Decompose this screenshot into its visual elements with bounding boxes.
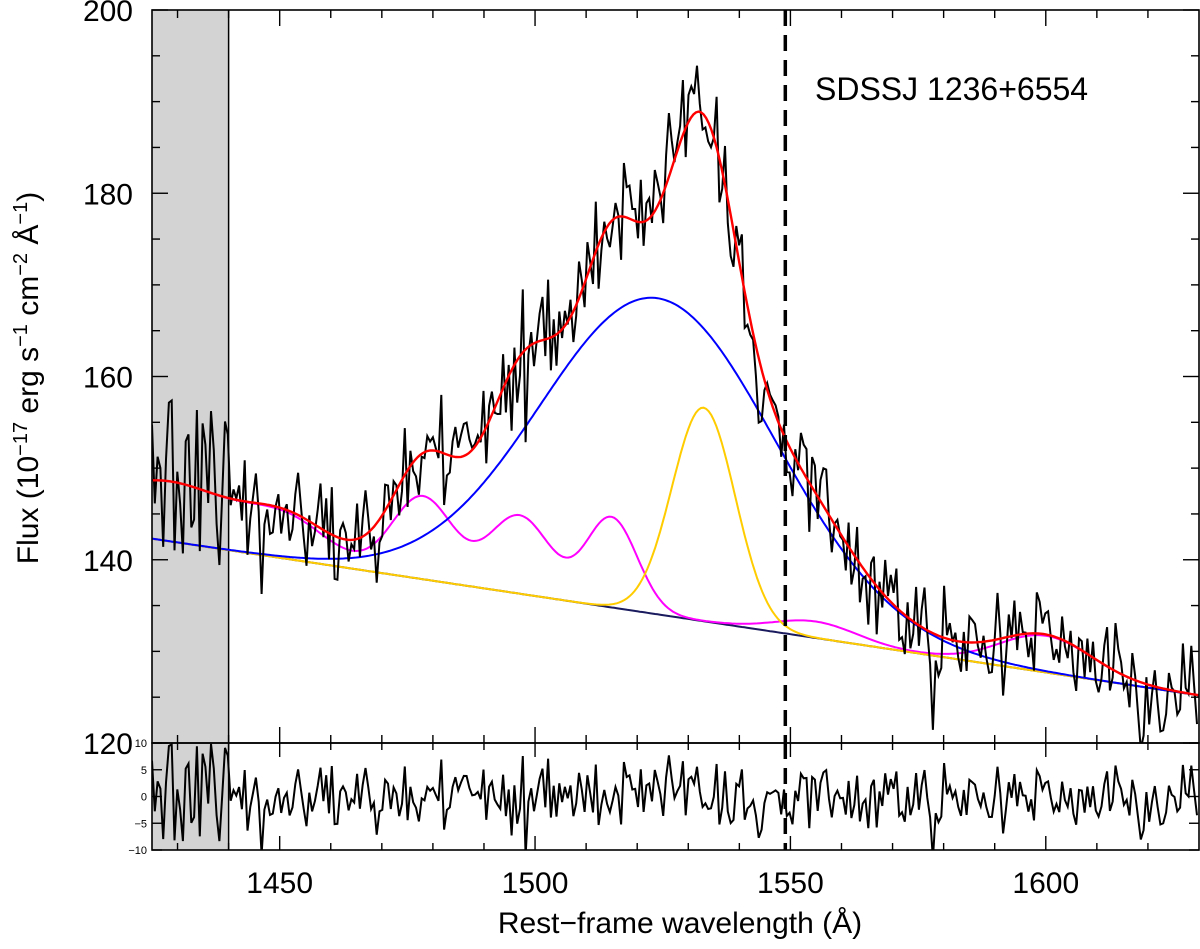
x-axis-title: Rest−frame wavelength (Å) <box>498 907 862 940</box>
residual-y-tick-label: −5 <box>134 818 147 830</box>
y-tick-label: 140 <box>83 545 133 578</box>
y-axis-title-unit: Å <box>12 225 45 253</box>
y-axis-title-prefix: Flux (10 <box>12 456 45 564</box>
y-axis-title-exp: −1 <box>10 202 32 225</box>
x-tick-label: 1600 <box>1012 867 1079 900</box>
masked-band <box>152 10 229 850</box>
residual-y-tick-label: −10 <box>128 845 147 857</box>
broad-component-curve <box>152 296 1199 697</box>
y-axis-title-suffix: ) <box>12 192 45 202</box>
y-tick-label: 160 <box>83 362 133 395</box>
y-axis-title-unit: erg s <box>12 347 45 422</box>
residual-line <box>152 743 1198 850</box>
y-axis-title-exp: −2 <box>10 253 32 276</box>
y-tick-label: 180 <box>83 178 133 211</box>
y-tick-label: 200 <box>83 0 133 28</box>
x-tick-label: 1500 <box>502 867 569 900</box>
residual-y-tick-label: 10 <box>135 738 147 750</box>
main-panel-curves <box>152 65 1199 743</box>
axis-ticks <box>152 9 1199 851</box>
y-tick-label: 120 <box>83 728 133 761</box>
residual-y-tick-label: 0 <box>141 792 147 804</box>
x-tick-label: 1450 <box>246 867 313 900</box>
residual-panel-curves <box>152 743 1198 850</box>
y-axis-title-unit: cm <box>12 276 45 324</box>
y-axis-title-exp: −1 <box>10 324 32 347</box>
object-name-annotation: SDSSJ 1236+6554 <box>815 71 1088 107</box>
masked-region <box>152 10 230 850</box>
residual-y-tick-label: 5 <box>141 765 147 777</box>
y-axis-title-exp: −17 <box>10 422 32 456</box>
observed-spectrum-line <box>152 65 1198 743</box>
narrow-component-curve <box>152 406 1199 697</box>
pseudo-continuum-curve <box>152 479 1199 697</box>
total-model-curve <box>152 110 1199 697</box>
x-tick-label: 1550 <box>757 867 824 900</box>
y-axis-title: Flux (10−17 erg s−1 cm−2 Å−1) <box>10 192 45 564</box>
axis-tick-labels: 1450 1500 1550 1600 120 140 160 180 200 −10 −5 0 5 10 <box>83 0 1079 900</box>
